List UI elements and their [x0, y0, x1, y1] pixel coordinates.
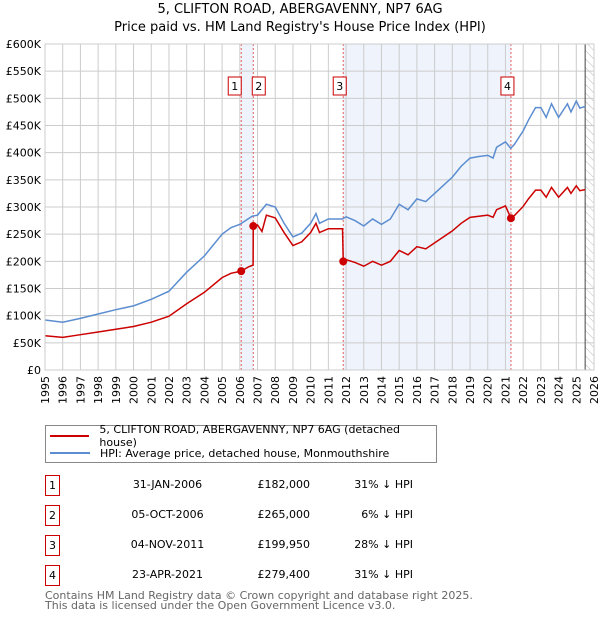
- sale-price: £279,400: [257, 568, 311, 581]
- legend: 5, CLIFTON ROAD, ABERGAVENNY, NP7 6AG (d…: [45, 423, 437, 463]
- x-tick-label: 2009: [287, 376, 300, 404]
- y-tick-label: £300K: [6, 201, 42, 214]
- x-tick-label: 2001: [145, 376, 158, 404]
- footer-licence: This data is licensed under the Open Gov…: [45, 599, 396, 612]
- x-tick-label: 2026: [588, 376, 600, 404]
- sale-price: £265,000: [257, 508, 311, 521]
- sale-hpi-diff: 28% ↓ HPI: [354, 538, 413, 551]
- sale-label: 1: [231, 80, 238, 93]
- sale-row: 3 04-NOV-2011 £199,950 28% ↓ HPI: [45, 535, 465, 557]
- plot-area: 1995 1996 1997 1998 1999 2000 2001 2002 2003 2004…: [6, 38, 600, 404]
- x-tick-label: 2025: [570, 376, 583, 404]
- y-tick-label: £550K: [6, 65, 42, 78]
- x-tick-label: 2021: [499, 376, 512, 404]
- sale-point: [506, 214, 515, 223]
- y-tick-label: £350K: [6, 174, 42, 187]
- x-tick-label: 2020: [482, 376, 495, 404]
- legend-item-hpi: HPI: Average price, detached house, Monm…: [46, 445, 389, 461]
- x-tick-label: 2003: [181, 376, 194, 404]
- x-tick-label: 1996: [57, 376, 70, 404]
- y-tick-label: £50K: [13, 337, 42, 350]
- sale-date: 23-APR-2021: [131, 568, 204, 581]
- x-tick-label: 2015: [393, 376, 406, 404]
- x-tick-label: 1995: [39, 376, 52, 404]
- sale-price: £199,950: [257, 538, 311, 551]
- x-tick-label: 1998: [92, 376, 105, 404]
- legend-swatch-blue: [50, 452, 90, 454]
- x-tick-label: 2022: [517, 376, 530, 404]
- x-tick-label: 2024: [553, 376, 566, 404]
- x-tick-label: 2019: [464, 376, 477, 404]
- x-tick-label: 2023: [535, 376, 548, 404]
- sale-number-badge: 3: [45, 535, 60, 556]
- sale-label: 4: [504, 80, 511, 93]
- x-tick-label: 2004: [198, 376, 211, 404]
- x-tick-label: 2011: [322, 376, 335, 404]
- sale-number-badge: 2: [45, 505, 60, 526]
- sale-point: [339, 257, 348, 266]
- sale-date: 05-OCT-2006: [131, 508, 204, 521]
- sale-label: 2: [255, 80, 262, 93]
- y-tick-label: £450K: [6, 120, 42, 133]
- sale-label-box: [500, 76, 515, 96]
- sale-price: £182,000: [257, 478, 311, 491]
- x-tick-label: 2002: [163, 376, 176, 404]
- x-tick-label: 2005: [216, 376, 229, 404]
- y-tick-label: £400K: [6, 147, 42, 160]
- x-tick-label: 2000: [128, 376, 141, 404]
- sale-label: 3: [336, 80, 343, 93]
- y-tick-label: £250K: [6, 228, 42, 241]
- sale-label-box: [227, 76, 242, 96]
- footer-copyright: Contains HM Land Registry data © Crown c…: [45, 589, 473, 602]
- property-price-line: [44, 184, 586, 339]
- x-tick-label: 2008: [269, 376, 282, 404]
- x-tick-label: 2018: [446, 376, 459, 404]
- sale-row: 2 05-OCT-2006 £265,000 6% ↓ HPI: [45, 505, 465, 527]
- chart-title: 5, CLIFTON ROAD, ABERGAVENNY, NP7 6AG: [157, 2, 443, 17]
- sale-number-badge: 4: [45, 565, 60, 586]
- sale-point: [249, 222, 258, 231]
- sale-row: 1 31-JAN-2006 £182,000 31% ↓ HPI: [45, 475, 465, 497]
- sale-number-badge: 1: [45, 475, 60, 496]
- sale-hpi-diff: 6% ↓ HPI: [361, 508, 413, 521]
- sale-date: 31-JAN-2006: [132, 478, 203, 491]
- x-tick-label: 2012: [340, 376, 353, 404]
- x-tick-label: 1997: [74, 376, 87, 404]
- sale-point: [237, 267, 246, 276]
- sale-label-box: [251, 76, 266, 96]
- legend-label: 5, CLIFTON ROAD, ABERGAVENNY, NP7 6AG (d…: [99, 423, 401, 449]
- y-tick-label: £150K: [6, 283, 42, 296]
- legend-item-property: 5, CLIFTON ROAD, ABERGAVENNY, NP7 6AG (d…: [46, 423, 436, 449]
- legend-label: HPI: Average price, detached house, Monm…: [100, 446, 390, 460]
- sale-hpi-diff: 31% ↓ HPI: [354, 478, 413, 491]
- x-tick-label: 2010: [305, 376, 318, 404]
- x-tick-label: 2013: [358, 376, 371, 404]
- x-tick-label: 1999: [110, 376, 123, 404]
- hpi-line: [44, 99, 586, 323]
- y-tick-label: £200K: [6, 255, 42, 268]
- y-tick-label: £500K: [6, 92, 42, 105]
- x-tick-label: 2007: [252, 376, 265, 404]
- sale-row: 4 23-APR-2021 £279,400 31% ↓ HPI: [45, 565, 465, 587]
- y-tick-label: £600K: [6, 38, 42, 51]
- x-tick-label: 2017: [429, 376, 442, 404]
- sale-label-box: [332, 76, 347, 96]
- chart-subtitle: Price paid vs. HM Land Registry's House …: [114, 20, 486, 35]
- plot-border: [44, 43, 595, 371]
- sale-hpi-diff: 31% ↓ HPI: [354, 568, 413, 581]
- x-tick-label: 2006: [234, 376, 247, 404]
- y-tick-label: £100K: [6, 310, 42, 323]
- y-tick-label: £0: [27, 364, 41, 377]
- x-tick-label: 2016: [411, 376, 424, 404]
- legend-swatch-red: [50, 435, 90, 437]
- x-tick-label: 2014: [375, 376, 388, 404]
- sale-date: 04-NOV-2011: [130, 538, 205, 551]
